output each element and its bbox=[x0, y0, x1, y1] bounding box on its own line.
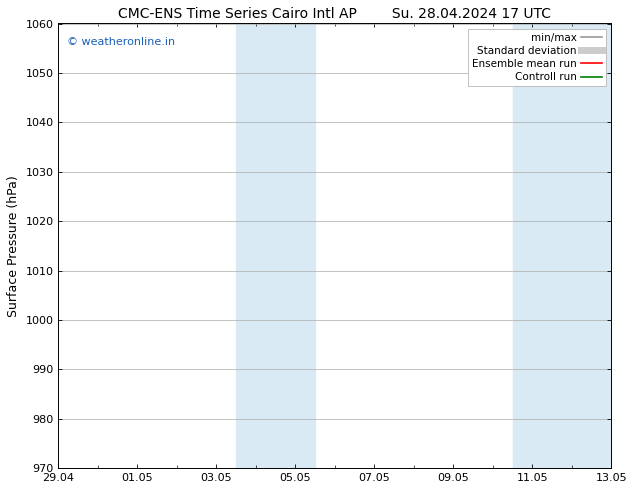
Legend: min/max, Standard deviation, Ensemble mean run, Controll run: min/max, Standard deviation, Ensemble me… bbox=[468, 29, 606, 86]
Title: CMC-ENS Time Series Cairo Intl AP        Su. 28.04.2024 17 UTC: CMC-ENS Time Series Cairo Intl AP Su. 28… bbox=[119, 7, 552, 21]
Text: © weatheronline.in: © weatheronline.in bbox=[67, 37, 175, 47]
Bar bbox=[236, 24, 315, 468]
Bar bbox=[512, 24, 611, 468]
Y-axis label: Surface Pressure (hPa): Surface Pressure (hPa) bbox=[7, 175, 20, 317]
